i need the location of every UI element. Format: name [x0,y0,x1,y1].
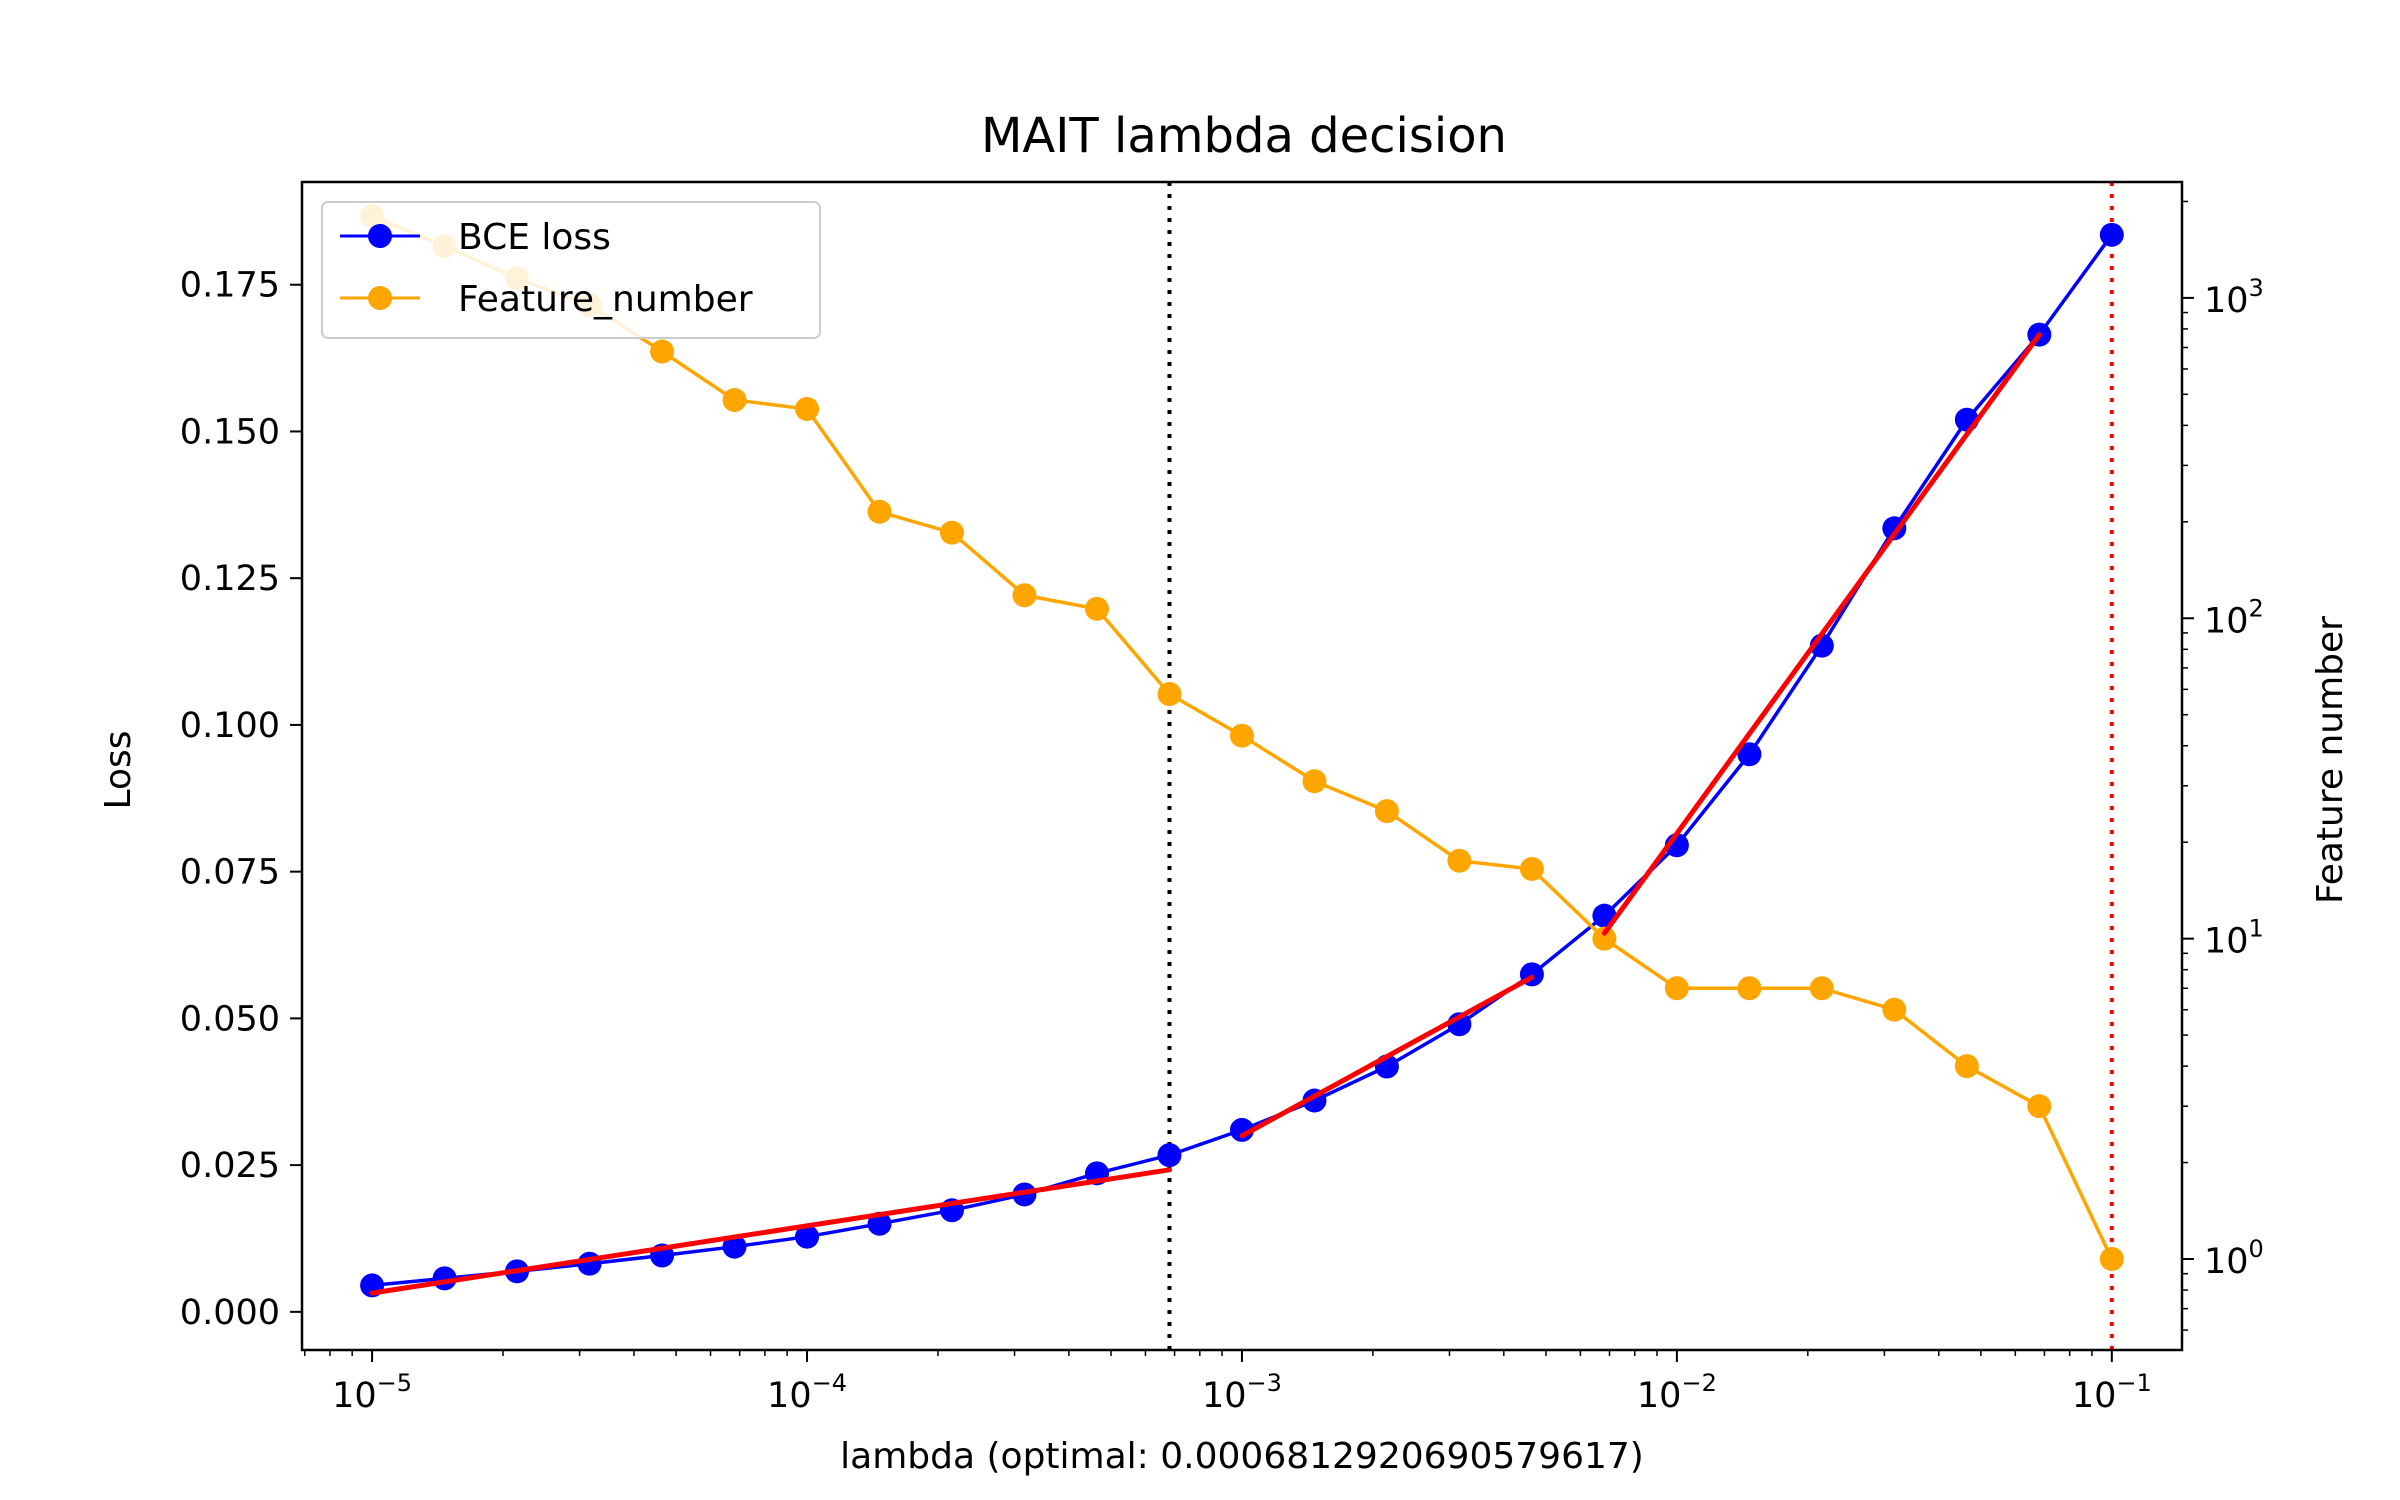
x-axis-label: lambda (optimal: 0.0006812920690579617) [840,1436,1644,1477]
series-1-point-20 [1809,976,1834,1001]
fit-segment-1 [1239,974,1535,1139]
y-tick-label-6: 0.150 [180,412,280,452]
series-1-point-9 [1012,583,1037,608]
fit-segment-0 [369,1167,1172,1296]
series-1-point-13 [1302,769,1327,794]
series-1-point-24 [2099,1247,2124,1272]
y-tick-label-2: 0.050 [180,999,280,1039]
series-1-point-6 [795,396,820,421]
y-tick-label-4: 0.100 [180,706,280,746]
series-1-point-14 [1374,799,1399,824]
series-1-point-4 [650,339,675,364]
legend-label-feature: Feature_number [458,279,753,320]
series-0-point-19 [1737,742,1762,767]
series-1-point-7 [867,499,892,524]
series-1-point-15 [1447,848,1472,873]
y-tick-label-3: 0.075 [180,853,280,893]
fit-segment-2 [1601,332,2042,936]
series-0-point-11 [1157,1143,1182,1168]
y-tick-label-0: 0.000 [180,1293,280,1333]
series-1-point-11 [1157,682,1182,707]
series-0-point-3 [577,1251,602,1276]
plot-area [360,182,2124,1350]
series-1-point-23 [2027,1094,2052,1119]
axes-ticks: 10−5 10−4 10−3 10−2 10−10.0000.0250.0500.075… [180,200,2264,1416]
y-tick-label-5: 0.125 [180,559,280,599]
series-1-point-17 [1592,926,1617,951]
legend-marker-feature [368,286,392,310]
series-0-point-5 [722,1234,747,1259]
chart-title: MAIT lambda decision [981,108,1507,164]
series-1-point-16 [1519,856,1544,881]
y2-axis-label: Feature number [2310,616,2351,904]
legend-marker-bce [368,224,392,248]
legend: BCE loss Feature_number [321,201,821,339]
series-1-point-10 [1084,596,1109,621]
series-1-point-22 [1954,1054,1979,1079]
series-1-point-19 [1737,976,1762,1001]
series-0-point-6 [795,1224,820,1249]
y-tick-label-1: 0.025 [180,1146,280,1186]
y-tick-label-7: 0.175 [180,266,280,306]
y-axis-label: Loss [98,731,139,810]
legend-label-bce: BCE loss [458,217,611,258]
series-0-point-24 [2099,222,2124,247]
series-1-point-21 [1882,997,1907,1022]
series-1-point-8 [939,520,964,545]
legend-box [321,201,821,339]
series-0-point-12 [1229,1117,1254,1142]
series-1-point-5 [722,388,747,413]
series-1-point-12 [1229,723,1254,748]
series-1-point-18 [1664,976,1689,1001]
